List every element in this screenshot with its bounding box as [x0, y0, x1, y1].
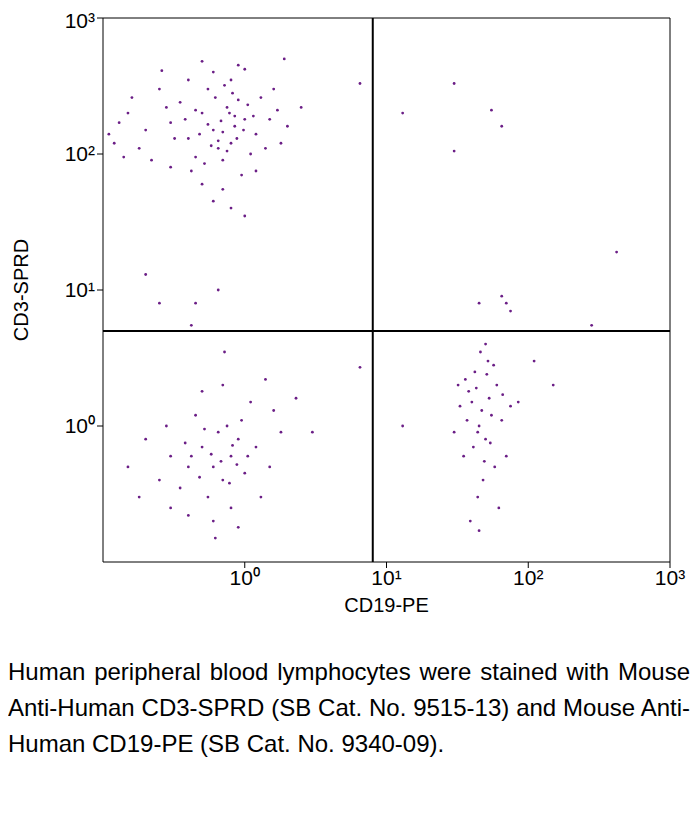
svg-text:10²: 10²: [65, 142, 95, 165]
svg-text:10⁰: 10⁰: [65, 414, 95, 437]
html-text:Human peripheral blood lymphoc: Human peripheral blood lymphocytes were …: [8, 658, 690, 757]
svg-text:10³: 10³: [65, 9, 95, 32]
svg-text:10³: 10³: [655, 566, 685, 589]
svg-text:10²: 10²: [513, 566, 543, 589]
svg-text:CD3-SPRD: CD3-SPRD: [10, 239, 32, 341]
svg-text:10¹: 10¹: [65, 278, 95, 301]
svg-text:10⁰: 10⁰: [230, 566, 260, 589]
svg-text:10¹: 10¹: [371, 566, 401, 589]
svg-text:CD19-PE: CD19-PE: [344, 594, 428, 616]
